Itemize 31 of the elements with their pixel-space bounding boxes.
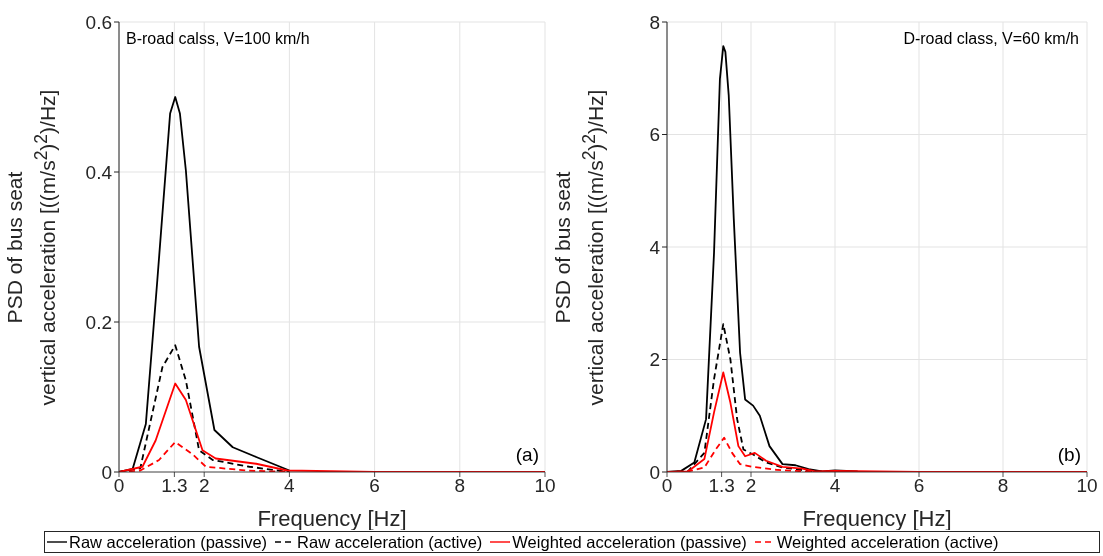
y-tick-label: 0.2 — [85, 311, 112, 333]
legend-label: Weighted acceleration (passive) — [512, 532, 747, 552]
y-tick-label: 6 — [649, 124, 660, 146]
y-tick-label: 0 — [649, 461, 660, 483]
annotation: (b) — [1057, 444, 1081, 466]
x-tick-label: 8 — [454, 475, 466, 497]
x-tick-label: 6 — [913, 475, 925, 497]
x-tick-label: 1.3 — [708, 475, 735, 497]
x-tick-label: 4 — [829, 475, 841, 497]
y-tick-label: 0 — [101, 461, 112, 483]
x-axis-title: Frequency [Hz] — [257, 506, 407, 531]
x-tick-label: 1.3 — [161, 475, 188, 497]
legend-label: Weighted acceleration (active) — [776, 532, 999, 552]
x-tick-label: 2 — [198, 475, 210, 497]
x-tick-label: 2 — [745, 475, 757, 497]
y-tick-label: 2 — [649, 349, 660, 371]
x-tick-label: 10 — [1076, 475, 1098, 497]
y-tick-label: 4 — [649, 236, 661, 258]
x-tick-label: 4 — [284, 475, 296, 497]
annotation: (a) — [515, 444, 539, 466]
annotation: D-road class, V=60 km/h — [903, 30, 1079, 48]
y-tick-label: 0.4 — [85, 161, 113, 183]
x-tick-label: 6 — [369, 475, 380, 497]
legend-label: Raw acceleration (active) — [297, 532, 483, 552]
legend-label: Raw acceleration (passive) — [69, 532, 268, 552]
x-tick-label: 10 — [534, 475, 556, 497]
y-tick-label: 8 — [649, 11, 660, 33]
x-tick-label: 8 — [997, 475, 1009, 497]
annotation: B-road calss, V=100 km/h — [126, 30, 310, 48]
y-tick-label: 0.6 — [85, 11, 112, 33]
x-axis-title: Frequency [Hz] — [802, 506, 952, 531]
